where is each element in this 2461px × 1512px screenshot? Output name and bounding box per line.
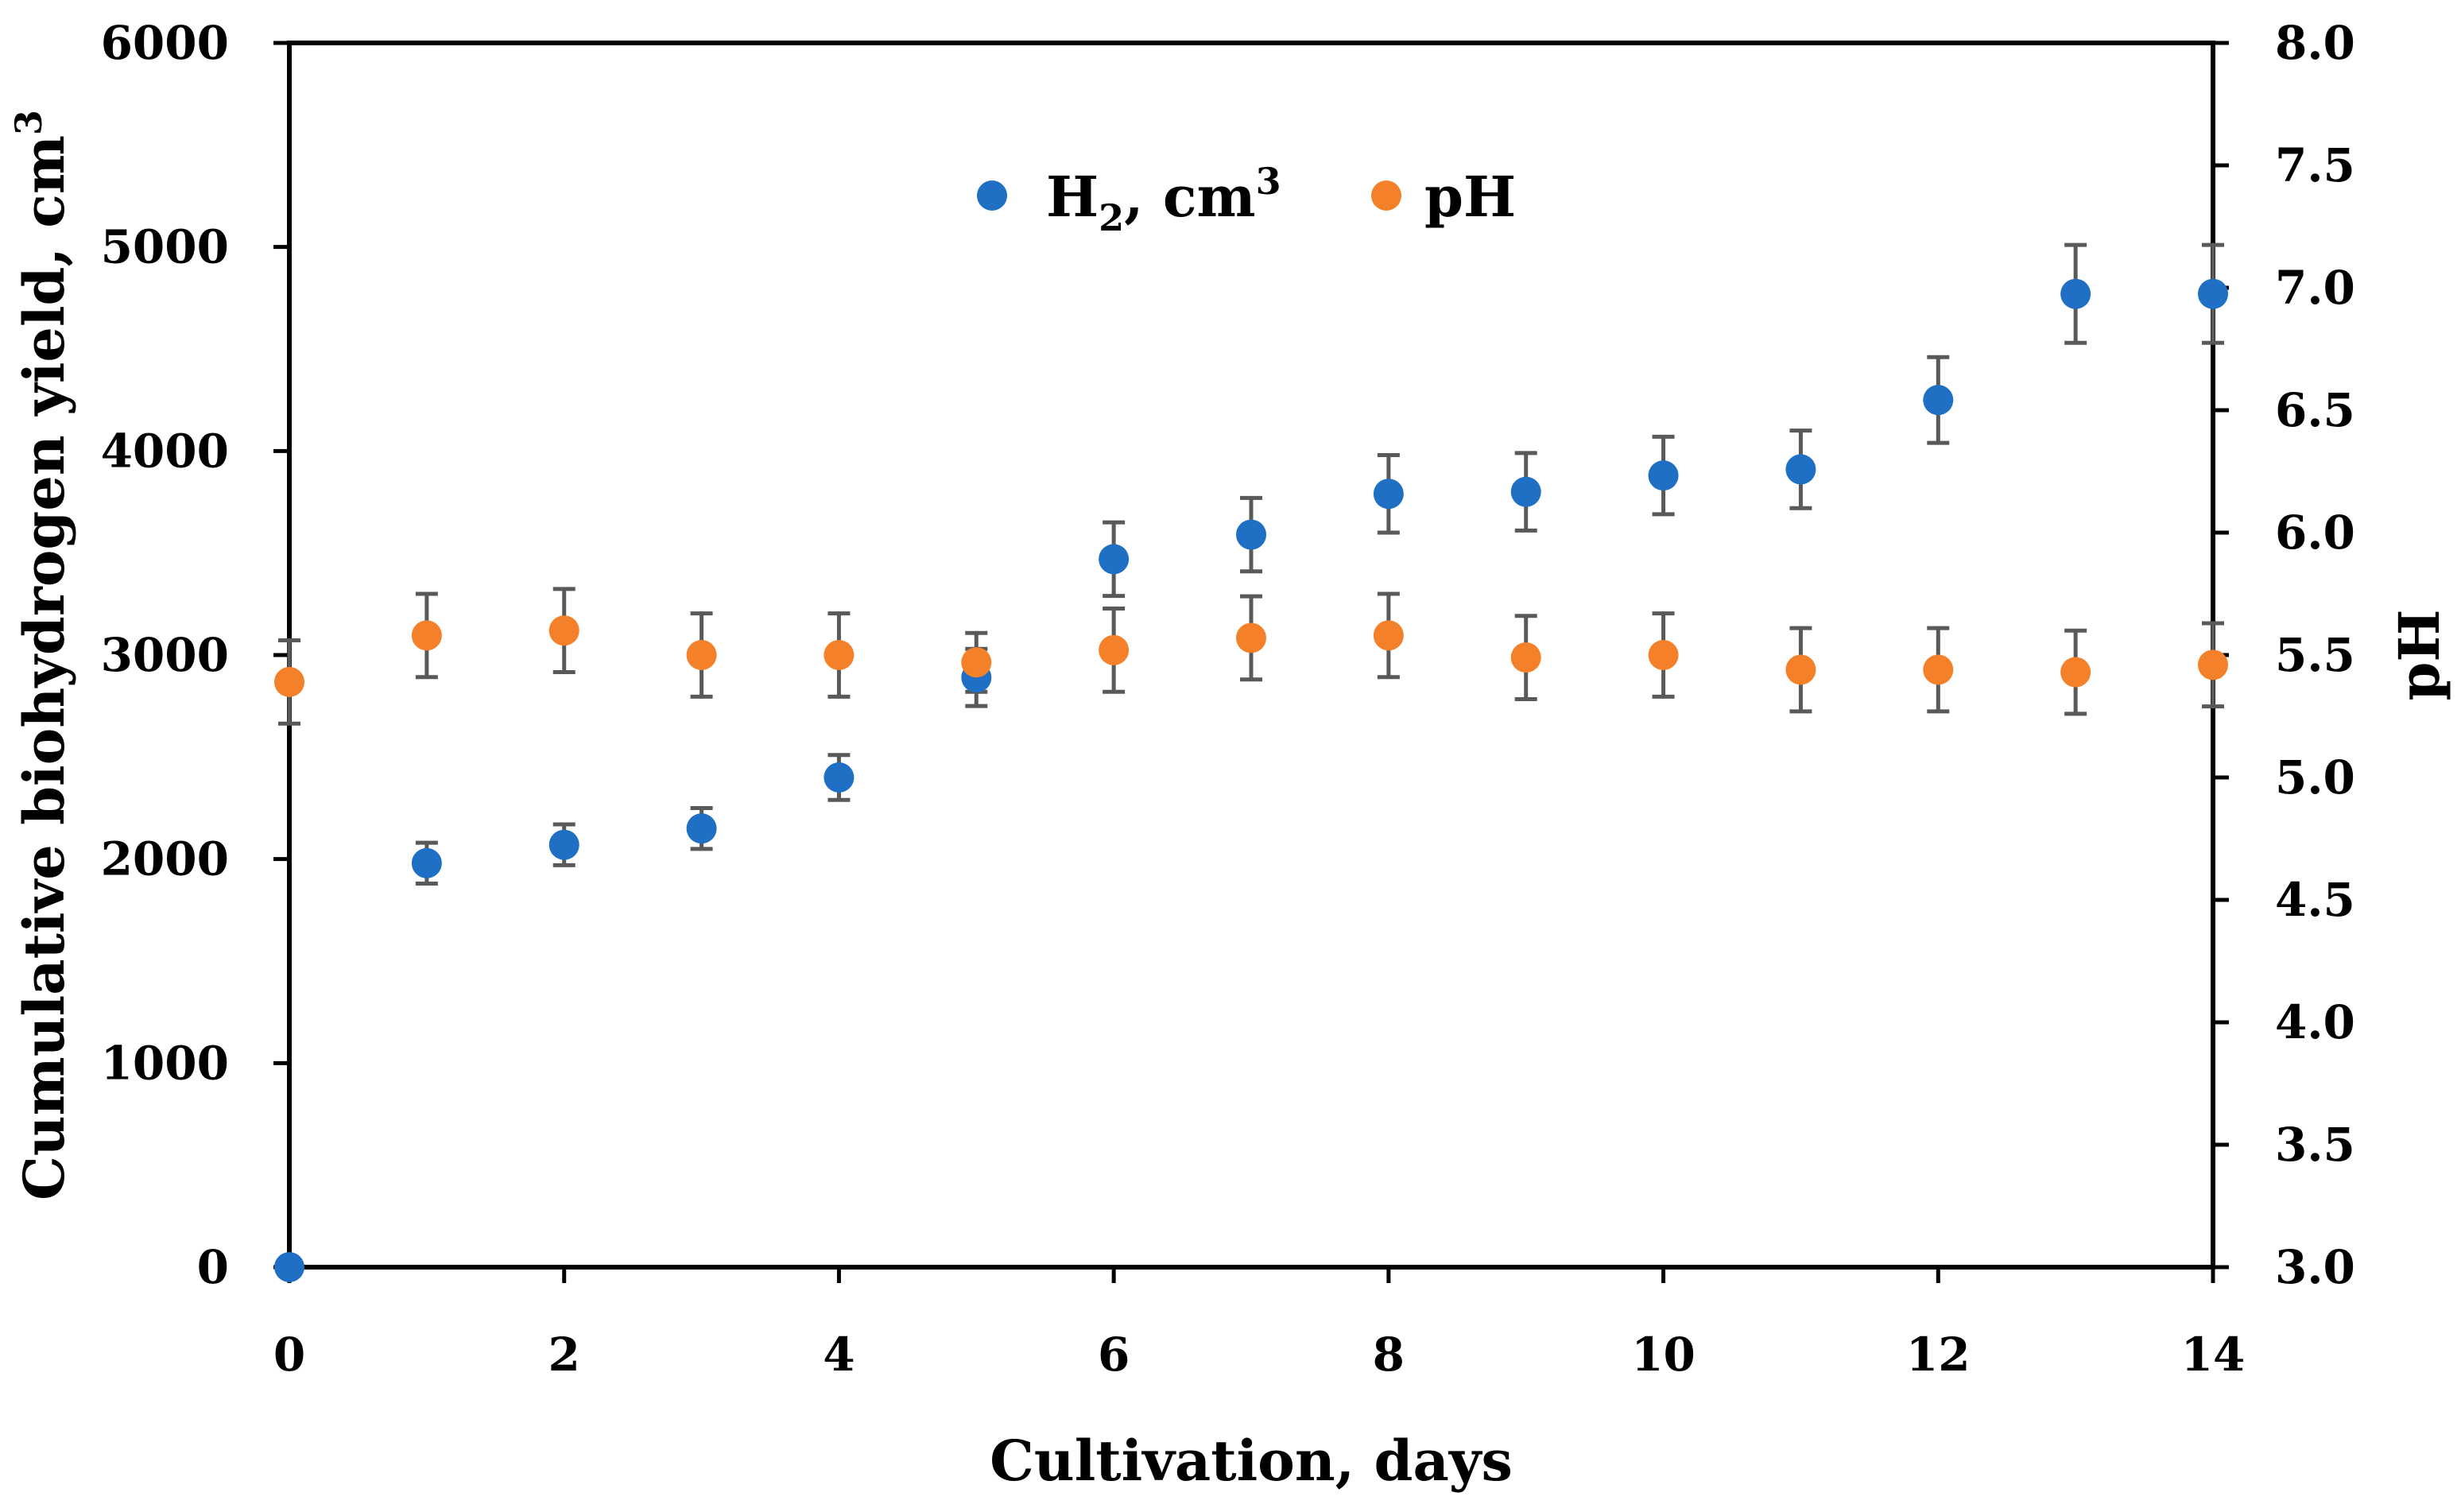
h2-data-point: [274, 1252, 304, 1282]
axis-ticks: 0 2 4 6 8 10 12 14 0 1000 2000 3000 4000 5000 6000 3.0 3…: [101, 16, 2355, 1382]
ph-data-point: [2060, 657, 2091, 688]
y-axis-title-main: Cumulative biohydrogen yield, cm: [11, 135, 77, 1200]
legend: H2, cm3 pH: [977, 160, 1516, 239]
ph-data-point: [1510, 642, 1541, 673]
legend-h2-main: H: [1046, 164, 1099, 230]
y-axis-title: Cumulative biohydrogen yield, cm3: [7, 110, 77, 1200]
legend-label-ph: pH: [1424, 164, 1516, 230]
ph-data-point: [2198, 649, 2228, 680]
y2-axis-title: pH: [2386, 609, 2452, 700]
y2-tick-label: 3.0: [2275, 1240, 2355, 1294]
h2-data-point: [2060, 278, 2091, 309]
ph-data-point: [1099, 634, 1130, 665]
y2-tick-label: 6.0: [2275, 506, 2355, 560]
y2-tick-label: 7.5: [2275, 138, 2355, 192]
y-tick-label: 5000: [101, 220, 229, 274]
ph-data-point: [686, 640, 717, 670]
ph-data-point: [411, 620, 442, 651]
x-tick-label: 10: [1631, 1328, 1696, 1382]
h2-data-point: [1510, 476, 1541, 507]
h2-data-point: [1785, 454, 1816, 485]
h2-data-point: [1648, 460, 1679, 491]
data-points: [274, 278, 2228, 1282]
y2-axis-title-group: pH: [2386, 609, 2452, 700]
y2-tick-label: 4.5: [2275, 873, 2355, 927]
y2-tick-label: 6.5: [2275, 383, 2355, 437]
x-tick-label: 2: [548, 1328, 580, 1382]
y-tick-label: 0: [197, 1240, 229, 1294]
y-tick-label: 2000: [101, 832, 229, 886]
ph-data-point: [824, 640, 855, 670]
h2-data-point: [1099, 544, 1130, 575]
h2-data-point: [824, 762, 855, 793]
legend-h2-rest: , cm: [1124, 164, 1255, 230]
h2-data-point: [548, 829, 579, 860]
h2-data-point: [1373, 479, 1404, 510]
x-tick-label: 0: [273, 1328, 305, 1382]
x-tick-label: 6: [1098, 1328, 1130, 1382]
h2-data-point: [1236, 519, 1266, 550]
x-axis-title: Cultivation, days: [990, 1428, 1513, 1494]
ph-data-point: [1373, 620, 1404, 651]
ph-data-point: [961, 647, 992, 678]
y2-tick-label: 3.5: [2275, 1118, 2355, 1172]
y-tick-label: 3000: [101, 628, 229, 682]
h2-data-point: [686, 813, 717, 844]
y-tick-label: 1000: [101, 1036, 229, 1090]
legend-h2-superscript: 3: [1256, 160, 1281, 203]
x-tick-label: 12: [1906, 1328, 1971, 1382]
x-tick-label: 8: [1373, 1328, 1405, 1382]
h2-data-point: [411, 847, 442, 878]
h2-data-point: [1923, 385, 1954, 416]
x-tick-label: 4: [823, 1328, 855, 1382]
y2-tick-label: 4.0: [2275, 995, 2355, 1049]
y-tick-label: 6000: [101, 16, 229, 70]
y2-tick-label: 8.0: [2275, 16, 2355, 70]
legend-marker-ph: [1371, 180, 1401, 211]
y-axis-title-superscript: 3: [7, 110, 50, 135]
ph-data-point: [1923, 654, 1954, 685]
h2-data-point: [2198, 278, 2228, 309]
ph-data-point: [274, 666, 304, 697]
y-tick-label: 4000: [101, 424, 229, 478]
legend-label-h2: H2, cm3: [1046, 160, 1281, 239]
x-tick-label: 14: [2181, 1328, 2246, 1382]
y2-tick-label: 5.0: [2275, 750, 2355, 804]
ph-data-point: [548, 615, 579, 646]
legend-marker-h2: [977, 180, 1007, 211]
y2-tick-label: 5.5: [2275, 628, 2355, 682]
ph-data-point: [1236, 622, 1266, 653]
ph-data-point: [1785, 654, 1816, 685]
y-axis-title-group: Cumulative biohydrogen yield, cm3: [7, 110, 77, 1200]
y2-tick-label: 7.0: [2275, 261, 2355, 315]
ph-data-point: [1648, 640, 1679, 670]
legend-h2-subscript: 2: [1099, 196, 1124, 239]
